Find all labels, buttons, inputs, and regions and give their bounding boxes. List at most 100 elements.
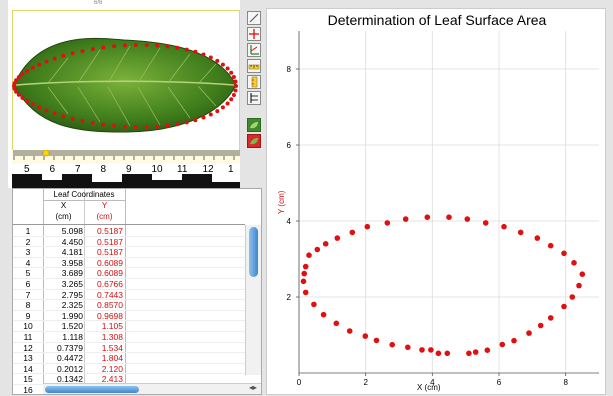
data-point[interactable] xyxy=(405,344,411,351)
data-point[interactable] xyxy=(320,311,327,318)
graph-panel[interactable]: 0 2 4 6 8 2 4 6 8 Determination of Leaf Surface … xyxy=(266,8,606,395)
data-point[interactable] xyxy=(547,315,554,321)
leaf-outline-point[interactable] xyxy=(215,58,220,63)
table-row[interactable]: 13 0.4472 1.804 xyxy=(13,353,245,364)
leaf-outline-point[interactable] xyxy=(25,99,30,104)
data-point[interactable] xyxy=(482,220,489,226)
leaf-outline-point[interactable] xyxy=(220,105,225,110)
leaf-outline-point[interactable] xyxy=(144,43,149,47)
data-point[interactable] xyxy=(302,289,309,296)
data-point[interactable] xyxy=(333,320,340,327)
leaf-outline-point[interactable] xyxy=(231,93,236,97)
leaf-outline-point[interactable] xyxy=(225,101,230,106)
leaf-outline-point[interactable] xyxy=(20,95,25,100)
select-tool-button[interactable] xyxy=(247,11,261,25)
leaf-outline-point[interactable] xyxy=(90,47,95,52)
column-header-y[interactable]: Y xyxy=(101,201,108,210)
leaf-outline-point[interactable] xyxy=(44,108,49,113)
leaf-outline-point[interactable] xyxy=(80,49,85,54)
data-point[interactable] xyxy=(499,341,506,348)
table-row[interactable]: 12 0.7379 1.534 xyxy=(13,343,245,354)
leaf-outline-point[interactable] xyxy=(133,125,138,129)
leaf-outline-point[interactable] xyxy=(30,102,35,107)
data-point[interactable] xyxy=(561,250,567,257)
data-point[interactable] xyxy=(561,303,567,310)
data-point[interactable] xyxy=(511,337,517,344)
table-row[interactable]: 3 4.181 0.5187 xyxy=(13,247,245,258)
table-horizontal-scrollbar[interactable]: ◂▸ xyxy=(43,383,261,394)
leaf-outline-point[interactable] xyxy=(37,105,42,110)
leaf-outline-point[interactable] xyxy=(16,75,21,80)
data-point[interactable] xyxy=(569,294,576,300)
leaf-red-button[interactable] xyxy=(247,134,261,148)
table-row[interactable]: 5 3.689 0.6089 xyxy=(13,268,245,279)
leaf-green-button[interactable] xyxy=(247,118,261,132)
leaf-outline-point[interactable] xyxy=(61,114,66,119)
axes-tool-button[interactable] xyxy=(247,43,261,57)
table-row[interactable]: 9 1.990 0.9698 xyxy=(13,311,245,322)
data-point[interactable] xyxy=(314,246,321,253)
table-row[interactable]: 2 4.450 0.5187 xyxy=(13,237,245,248)
leaf-outline-point[interactable] xyxy=(165,44,170,49)
data-point[interactable] xyxy=(402,216,409,222)
data-point[interactable] xyxy=(349,229,356,236)
leaf-outline-point[interactable] xyxy=(184,47,189,52)
leaf-outline-point[interactable] xyxy=(208,112,213,117)
vertical-scroll-thumb[interactable] xyxy=(249,227,258,277)
data-point[interactable] xyxy=(501,223,507,230)
column-header-x[interactable]: X xyxy=(60,201,67,210)
scale-tool-button[interactable] xyxy=(247,59,261,73)
data-point[interactable] xyxy=(472,349,479,355)
leaf-outline-point[interactable] xyxy=(193,49,198,54)
table-row[interactable]: 6 3.265 0.6766 xyxy=(13,279,245,290)
data-point[interactable] xyxy=(306,252,312,258)
leaf-outline-point[interactable] xyxy=(70,116,75,121)
data-point[interactable] xyxy=(384,220,391,226)
leaf-outline-point[interactable] xyxy=(144,125,149,129)
data-point[interactable] xyxy=(301,270,307,277)
leaf-outline-point[interactable] xyxy=(208,55,213,60)
leaf-outline-point[interactable] xyxy=(229,97,234,102)
data-point[interactable] xyxy=(302,263,309,270)
data-point[interactable] xyxy=(419,347,425,353)
scatter-plot[interactable]: 0 2 4 6 8 2 4 6 8 xyxy=(267,9,607,396)
data-point[interactable] xyxy=(424,214,431,220)
table-row[interactable]: 1 5.098 0.5187 xyxy=(13,226,245,237)
leaf-outline-point[interactable] xyxy=(44,59,49,64)
data-point[interactable] xyxy=(389,341,395,348)
data-point[interactable] xyxy=(517,229,524,236)
leaf-outline-point[interactable] xyxy=(25,68,30,73)
leaf-outline-point[interactable] xyxy=(37,62,42,67)
data-point[interactable] xyxy=(322,241,329,247)
data-point[interactable] xyxy=(373,337,380,344)
leaf-outline-point[interactable] xyxy=(193,118,198,123)
leaf-outline-point[interactable] xyxy=(201,52,206,57)
leaf-outline-point[interactable] xyxy=(229,70,234,75)
leaf-outline-point[interactable] xyxy=(30,65,35,70)
data-point[interactable] xyxy=(362,333,369,339)
leaf-outline-point[interactable] xyxy=(20,72,25,77)
scroll-arrows-icon[interactable]: ◂▸ xyxy=(248,383,257,392)
table-vertical-scrollbar[interactable] xyxy=(245,225,261,375)
leaf-outline-point[interactable] xyxy=(165,123,170,128)
data-point[interactable] xyxy=(464,216,471,222)
leaf-outline-point[interactable] xyxy=(175,122,180,127)
leaf-outline-point[interactable] xyxy=(184,120,189,125)
leaf-outline-point[interactable] xyxy=(52,111,57,116)
data-point[interactable] xyxy=(428,347,434,353)
leaf-outline-point[interactable] xyxy=(14,78,19,83)
table-row[interactable]: 4 3.958 0.6089 xyxy=(13,258,245,269)
data-point[interactable] xyxy=(300,278,307,285)
data-point[interactable] xyxy=(547,242,554,249)
table-row[interactable]: 7 2.795 0.7443 xyxy=(13,290,245,301)
leaf-outline-point[interactable] xyxy=(52,56,57,61)
leaf-outline-point[interactable] xyxy=(155,43,160,48)
data-point[interactable] xyxy=(446,214,452,220)
leaf-outline-point[interactable] xyxy=(133,43,138,47)
leaf-outline-point[interactable] xyxy=(231,75,236,79)
leaf-outline-point[interactable] xyxy=(155,124,160,129)
leaf-outline-point[interactable] xyxy=(90,120,95,125)
leaf-outline-point[interactable] xyxy=(233,79,238,84)
horizontal-scroll-thumb[interactable] xyxy=(45,386,139,393)
leaf-outline-point[interactable] xyxy=(101,45,106,50)
